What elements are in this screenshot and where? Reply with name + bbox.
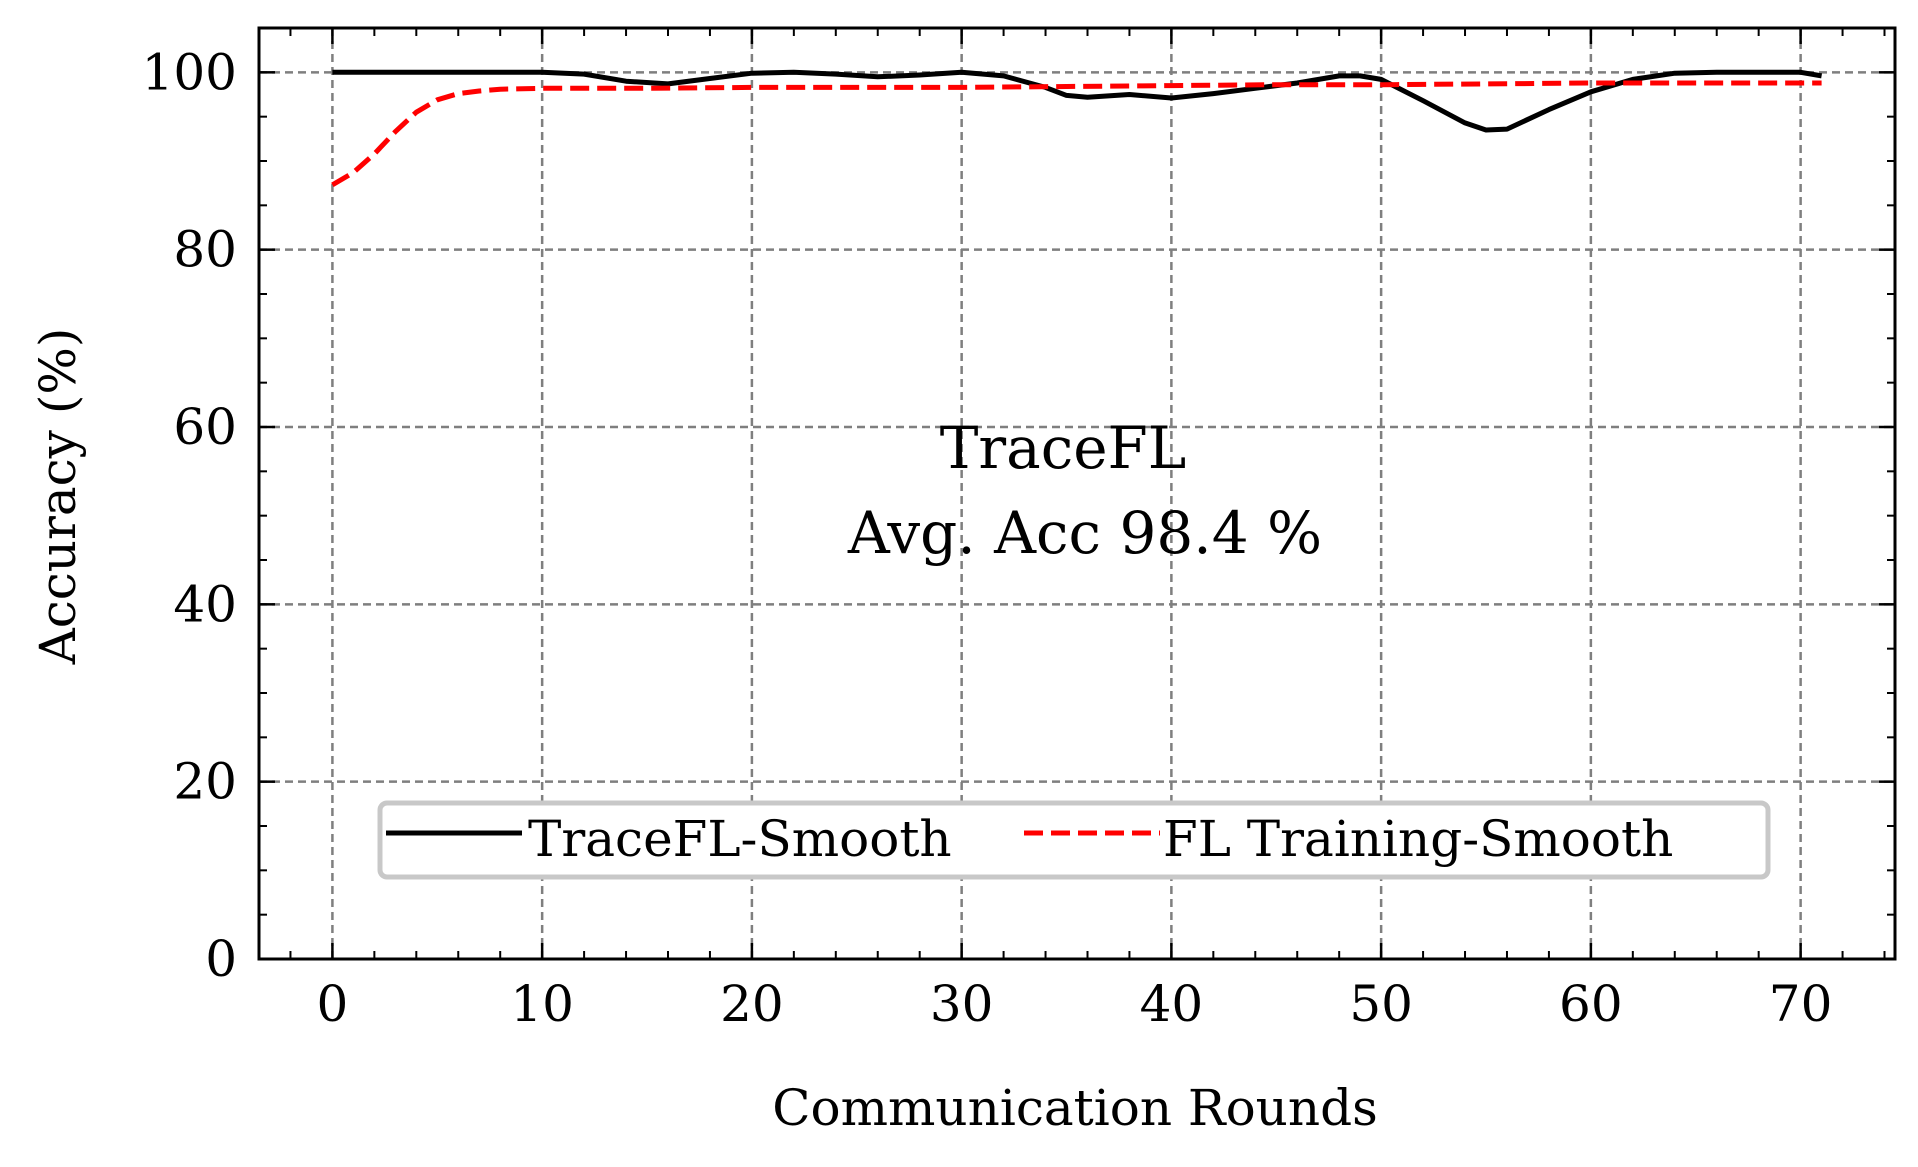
- x-tick-label: 60: [1559, 975, 1623, 1033]
- x-axis-label: Communication Rounds: [772, 1079, 1378, 1137]
- plot-frame: [257, 26, 1897, 961]
- y-tick-label: 0: [205, 930, 237, 988]
- legend: TraceFL-Smooth FL Training-Smooth: [377, 800, 1771, 880]
- axes: 0 10 20 30 40 50 60 70 0 20 40 60 80 100: [142, 26, 1897, 1033]
- x-tick-label: 30: [930, 975, 994, 1033]
- x-tick-label: 0: [317, 975, 349, 1033]
- y-tick-label: 40: [173, 575, 237, 633]
- y-axis-label: Accuracy (%): [29, 328, 87, 666]
- x-tick-label: 10: [510, 975, 574, 1033]
- y-tick-label: 80: [173, 221, 237, 279]
- legend-label-traceFL-smooth: TraceFL-Smooth: [528, 810, 952, 868]
- series-line-fl-training-smooth: [331, 80, 1822, 188]
- annotation-title: TraceFL: [940, 414, 1187, 482]
- y-tick-label: 20: [173, 753, 237, 811]
- x-tick-label: 70: [1769, 975, 1833, 1033]
- x-tick-label: 40: [1140, 975, 1204, 1033]
- series-lines: [331, 69, 1823, 188]
- legend-label-fl-training-smooth: FL Training-Smooth: [1163, 810, 1673, 868]
- y-tick-label: 100: [142, 43, 237, 101]
- x-tick-label: 50: [1349, 975, 1413, 1033]
- annotation-average-accuracy: Avg. Acc 98.4 %: [847, 499, 1322, 567]
- legend-box: [377, 800, 1771, 880]
- y-tick-label: 60: [173, 398, 237, 456]
- series-line-traceFL-smooth: [332, 69, 1823, 133]
- x-tick-label: 20: [720, 975, 784, 1033]
